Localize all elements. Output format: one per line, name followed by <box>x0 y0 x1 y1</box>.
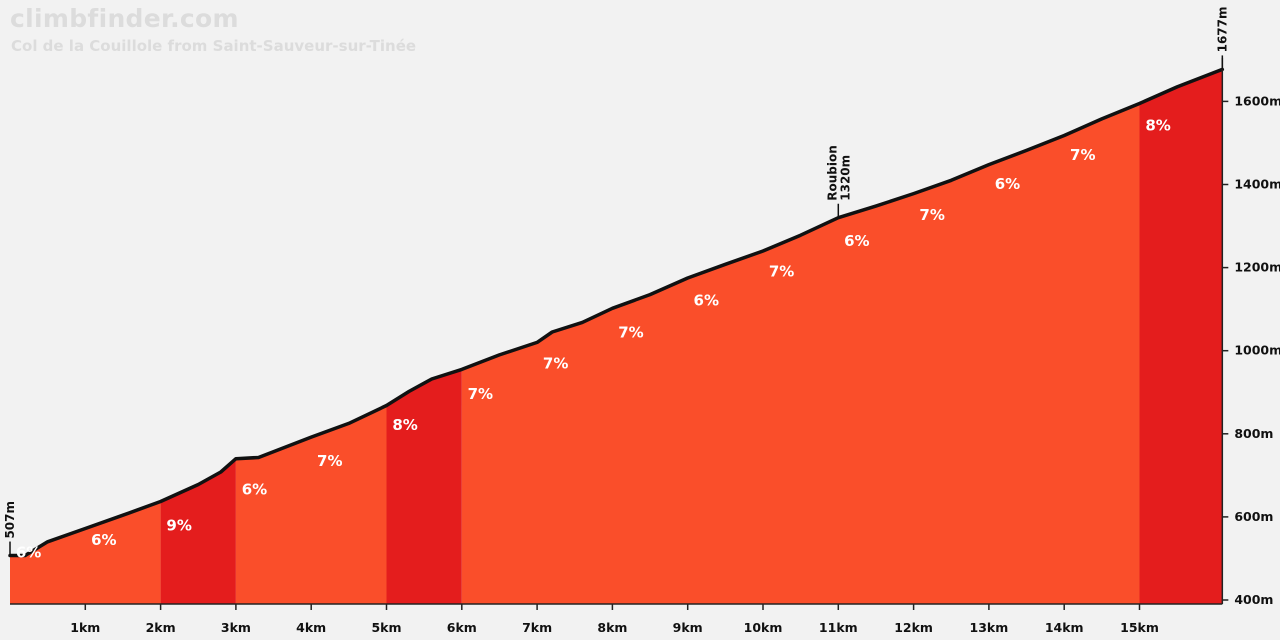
gradient-label: 6% <box>91 531 116 549</box>
gradient-segment-5 <box>461 103 1140 604</box>
gradient-label: 7% <box>317 452 342 470</box>
x-tick-label: 6km <box>447 620 477 635</box>
x-tick-label: 1km <box>70 620 100 635</box>
x-tick-label: 4km <box>296 620 326 635</box>
marker-elevation: 1677m <box>1215 7 1229 53</box>
gradient-label: 6% <box>16 544 41 562</box>
x-tick-label: 10km <box>744 620 783 635</box>
profile-line <box>8 67 1225 558</box>
x-tick-label: 15km <box>1120 620 1159 635</box>
gradient-label: 6% <box>844 232 869 250</box>
x-tick-label: 3km <box>221 620 251 635</box>
y-tick-label: 1400m <box>1234 177 1280 192</box>
gradient-segment-2 <box>160 458 236 604</box>
gradient-segment-6 <box>1139 69 1223 604</box>
y-tick-label: 600m <box>1234 509 1273 524</box>
gradient-segment-3 <box>235 405 387 604</box>
y-tick-label: 400m <box>1234 592 1273 607</box>
chart-subtitle: Col de la Couillole from Saint-Sauveur-s… <box>11 37 417 55</box>
gradient-segment-4 <box>386 369 462 604</box>
gradient-label: 7% <box>919 206 944 224</box>
y-tick-label: 1200m <box>1234 260 1280 275</box>
marker-elevation: 1320m <box>838 155 852 201</box>
brand-watermark: climbfinder.com <box>10 4 239 33</box>
x-tick-label: 13km <box>970 620 1009 635</box>
gradient-label: 6% <box>995 175 1020 193</box>
y-tick-label: 1000m <box>1234 343 1280 358</box>
y-tick-label: 800m <box>1234 426 1273 441</box>
y-tick-label: 1600m <box>1234 93 1280 108</box>
gradient-label: 6% <box>694 291 719 309</box>
gradient-label: 8% <box>1145 116 1170 134</box>
x-tick-label: 11km <box>819 620 858 635</box>
gradient-label: 7% <box>1070 146 1095 164</box>
x-tick-label: 12km <box>894 620 933 635</box>
gradient-label: 7% <box>468 385 493 403</box>
gradient-label: 7% <box>618 323 643 341</box>
marker-name: Roubion <box>825 145 839 201</box>
x-tick-label: 5km <box>371 620 401 635</box>
gradient-label: 7% <box>769 262 794 280</box>
gradient-segment-1 <box>10 501 161 604</box>
gradient-label: 9% <box>166 517 191 535</box>
x-tick-label: 8km <box>597 620 627 635</box>
x-tick-label: 14km <box>1045 620 1084 635</box>
x-tick-label: 2km <box>146 620 176 635</box>
gradient-label: 6% <box>242 480 267 498</box>
marker-elevation: 507m <box>3 501 17 539</box>
gradient-label: 7% <box>543 355 568 373</box>
gradient-label: 8% <box>392 416 417 434</box>
x-tick-label: 9km <box>673 620 703 635</box>
x-tick-label: 7km <box>522 620 552 635</box>
